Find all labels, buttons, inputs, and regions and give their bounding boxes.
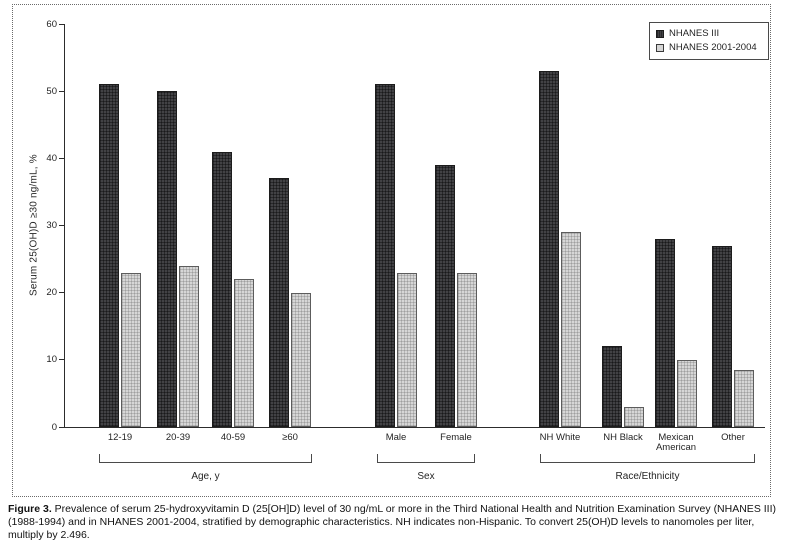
group-bracket-sex xyxy=(377,454,475,463)
y-axis-tick-label: 0 xyxy=(51,421,57,433)
bar-nhanes-iii-nh-black xyxy=(602,346,622,427)
bar-nhanes-2001-2004-40-59 xyxy=(234,279,254,427)
y-axis-tick-label: 60 xyxy=(46,18,57,30)
group-label-race-ethnicity: Race/Ethnicity xyxy=(615,471,680,482)
bar-nhanes-iii-mexican-american xyxy=(655,238,675,427)
category-label-40-59: 40-59 xyxy=(220,432,246,443)
y-axis-tick-label: 50 xyxy=(46,85,57,97)
bar-nhanes-iii-female xyxy=(435,165,455,427)
category-label-female: Female xyxy=(440,432,472,443)
bar-nhanes-iii-other xyxy=(712,245,732,427)
category-label-male: Male xyxy=(385,432,407,443)
group-bracket-race-ethnicity xyxy=(540,454,755,463)
y-axis-tick xyxy=(59,225,65,226)
nhanes-2001-2004-swatch-icon xyxy=(656,44,664,52)
bar-nhanes-2001-2004-12-19 xyxy=(121,272,141,427)
bar-nhanes-iii-40-59 xyxy=(212,151,232,427)
category-label-nh-white: NH White xyxy=(539,432,581,443)
y-axis-tick xyxy=(59,359,65,361)
category-label-other: Other xyxy=(721,432,745,443)
category-label-nh-black: NH Black xyxy=(603,432,643,443)
figure-caption-text: Prevalence of serum 25-hydroxyvitamin D … xyxy=(8,503,776,541)
y-axis-tick-label: 20 xyxy=(46,287,57,299)
plot-area: 0 10 20 30 40 50 60 12-19 20-39 40-59 ≥60 Age, y Mal… xyxy=(46,19,765,482)
legend: NHANES III NHANES 2001-2004 xyxy=(649,22,769,60)
bar-nhanes-2001-2004-nh-white xyxy=(561,232,581,427)
y-axis-tick-label: 10 xyxy=(46,354,57,366)
group-label-age-y: Age, y xyxy=(191,471,220,482)
bar-nhanes-2001-2004-20-39 xyxy=(179,265,199,427)
bar-nhanes-iii-male xyxy=(375,84,395,427)
category-label-12-19: 12-19 xyxy=(107,432,133,443)
category-label-20-39: 20-39 xyxy=(165,432,191,443)
legend-label: NHANES III xyxy=(669,28,720,39)
figure-caption: Figure 3. Prevalence of serum 25-hydroxy… xyxy=(8,503,792,542)
legend-item-nhanes-iii: NHANES III xyxy=(656,28,762,40)
group-label-sex: Sex xyxy=(417,471,435,482)
bar-nhanes-iii-20-39 xyxy=(157,91,177,427)
y-axis-tick-label: 30 xyxy=(46,220,57,231)
bar-nhanes-2001-2004-mexican-american xyxy=(677,359,697,427)
bar-nhanes-2001-2004-female xyxy=(457,272,477,427)
bar-nhanes-2001-2004-60 xyxy=(291,292,311,427)
group-bracket-age-y xyxy=(99,454,312,463)
y-axis-tick xyxy=(59,292,65,294)
category-label-mexican-american: Mexican American xyxy=(655,432,697,453)
bar-nhanes-iii-60 xyxy=(269,178,289,427)
category-label-60: ≥60 xyxy=(282,432,298,443)
y-axis-tick xyxy=(59,23,65,25)
y-axis-tick-label: 40 xyxy=(46,152,57,164)
bar-nhanes-iii-12-19 xyxy=(99,84,119,427)
bar-nhanes-2001-2004-other xyxy=(734,369,754,427)
legend-label: NHANES 2001-2004 xyxy=(669,42,757,53)
y-axis-tick xyxy=(59,90,65,92)
bar-nhanes-iii-nh-white xyxy=(539,71,559,427)
bar-nhanes-2001-2004-nh-black xyxy=(624,406,644,427)
legend-item-nhanes-2001-2004: NHANES 2001-2004 xyxy=(656,42,762,54)
figure-3-bar-chart: Serum 25(OH)D ≥30 ng/mL, % 0 10 20 30 40 50 60… xyxy=(12,4,771,497)
bar-nhanes-2001-2004-male xyxy=(397,272,417,427)
y-axis-tick xyxy=(59,426,65,428)
nhanes-iii-swatch-icon xyxy=(656,30,664,38)
figure-caption-label: Figure 3. xyxy=(8,503,52,515)
y-axis-tick xyxy=(59,157,65,159)
